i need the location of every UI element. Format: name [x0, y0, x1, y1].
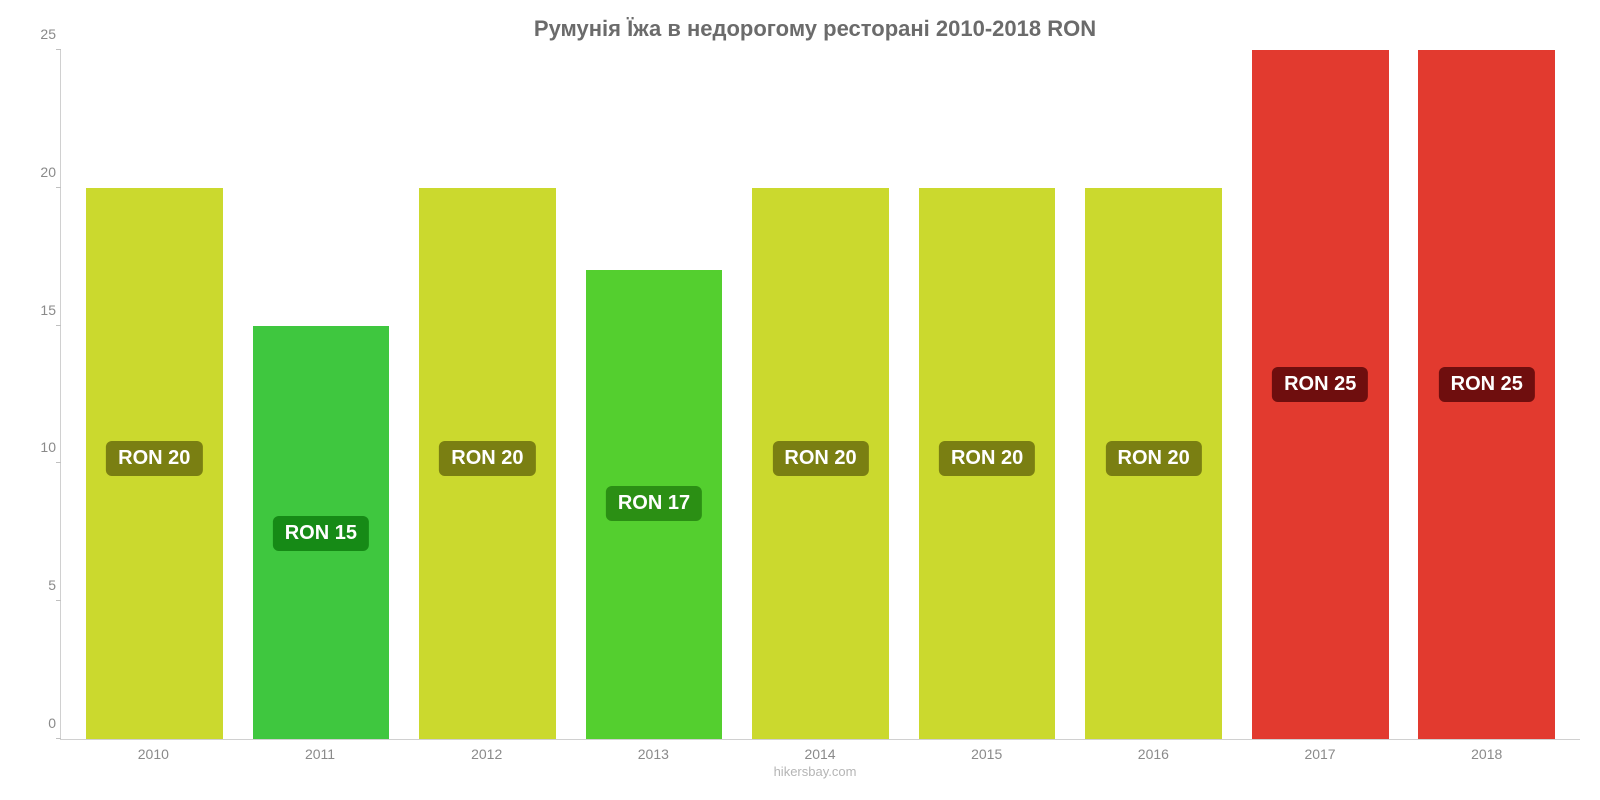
y-tick-label: 5: [21, 577, 56, 593]
x-tick-label: 2013: [570, 746, 737, 762]
bar-slot: RON 25: [1404, 50, 1571, 739]
bars-row: RON 20 RON 15 RON 20 RON 17 RON 20 RON 20 RON …: [61, 50, 1580, 739]
bar-value-label: RON 20: [772, 441, 868, 476]
bar-value-label: RON 20: [939, 441, 1035, 476]
y-tick-mark: [56, 462, 61, 463]
bar: RON 20: [1085, 188, 1222, 739]
x-tick-label: 2016: [1070, 746, 1237, 762]
y-tick-mark: [56, 187, 61, 188]
x-axis-labels: 201020112012201320142015201620172018: [60, 740, 1580, 762]
y-tick-label: 0: [21, 715, 56, 731]
bar-slot: RON 17: [571, 50, 738, 739]
bar: RON 20: [419, 188, 556, 739]
y-tick-label: 25: [21, 26, 56, 42]
y-tick-mark: [56, 49, 61, 50]
bar-slot: RON 20: [404, 50, 571, 739]
y-tick-mark: [56, 738, 61, 739]
bar: RON 20: [919, 188, 1056, 739]
y-tick-label: 10: [21, 439, 56, 455]
bar: RON 25: [1418, 50, 1555, 739]
bar-value-label: RON 15: [273, 516, 369, 551]
bar: RON 20: [86, 188, 223, 739]
x-tick-label: 2015: [903, 746, 1070, 762]
footer-text: hikersbay.com: [50, 764, 1580, 779]
bar-slot: RON 25: [1237, 50, 1404, 739]
chart-container: Румунія Їжа в недорогому ресторані 2010-…: [0, 0, 1600, 800]
x-tick-label: 2017: [1237, 746, 1404, 762]
bar-value-label: RON 20: [1106, 441, 1202, 476]
bar: RON 17: [586, 270, 723, 739]
x-tick-label: 2012: [403, 746, 570, 762]
plot-area: RON 20 RON 15 RON 20 RON 17 RON 20 RON 20 RON …: [60, 50, 1580, 740]
bar-value-label: RON 17: [606, 486, 702, 521]
x-tick-label: 2010: [70, 746, 237, 762]
bar-value-label: RON 25: [1272, 367, 1368, 402]
y-tick-mark: [56, 325, 61, 326]
y-tick-label: 20: [21, 164, 56, 180]
chart-title: Румунія Їжа в недорогому ресторані 2010-…: [50, 16, 1580, 42]
x-tick-label: 2011: [237, 746, 404, 762]
bar-value-label: RON 20: [106, 441, 202, 476]
bar-value-label: RON 25: [1439, 367, 1535, 402]
bar-slot: RON 20: [71, 50, 238, 739]
bar: RON 20: [752, 188, 889, 739]
x-tick-label: 2014: [737, 746, 904, 762]
y-tick-mark: [56, 600, 61, 601]
bar-value-label: RON 20: [439, 441, 535, 476]
bar: RON 15: [253, 326, 390, 739]
x-tick-label: 2018: [1403, 746, 1570, 762]
bar-slot: RON 20: [904, 50, 1071, 739]
bar-slot: RON 15: [238, 50, 405, 739]
y-tick-label: 15: [21, 302, 56, 318]
bar-slot: RON 20: [737, 50, 904, 739]
bar: RON 25: [1252, 50, 1389, 739]
bar-slot: RON 20: [1070, 50, 1237, 739]
